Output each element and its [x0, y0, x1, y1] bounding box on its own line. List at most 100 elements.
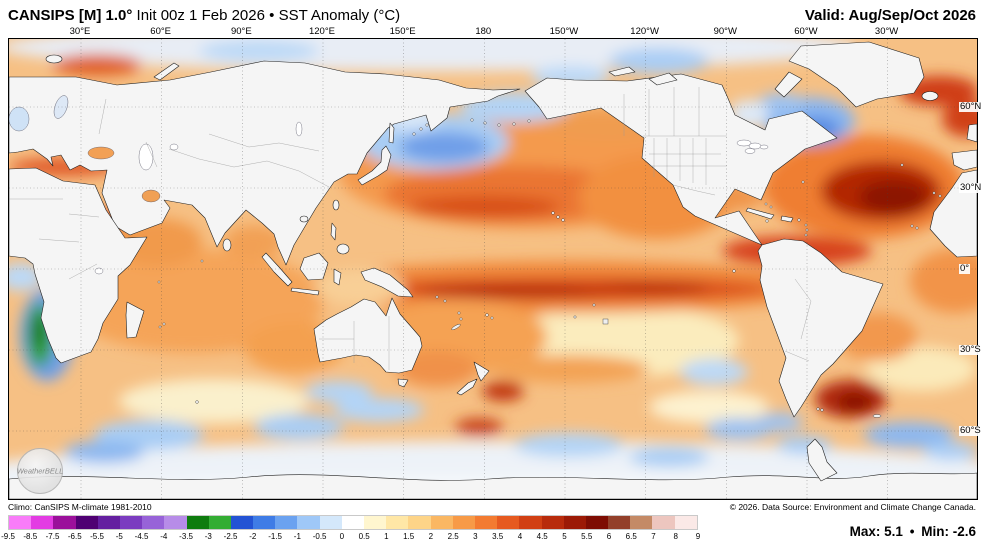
weatherbell-logo: WeatherBELL: [17, 448, 63, 494]
colorbar-tick-label: 7: [651, 532, 656, 541]
colorbar-segment: [408, 516, 431, 529]
lon-label: 60°W: [794, 26, 818, 37]
lon-label: 120°W: [630, 26, 659, 37]
colorbar-segment: [230, 516, 254, 529]
colorbar-segment: [430, 516, 453, 529]
colorbar-segment: [452, 516, 475, 529]
lon-label: 150°W: [549, 26, 579, 37]
colorbar-segment: [386, 516, 409, 529]
valid-value: Aug/Sep/Oct 2026: [848, 7, 976, 24]
north-america: [524, 73, 838, 246]
colorbar-segment: [652, 516, 675, 529]
min-value: -2.6: [952, 524, 976, 539]
valid-label: Valid:: [804, 7, 845, 24]
baffin-island: [774, 71, 803, 98]
max-min-readout: Max: 5.1 • Min: -2.6: [850, 515, 976, 539]
colorbar-segment: [53, 516, 76, 529]
colorbar-segment: [474, 516, 498, 529]
lat-label: 0°: [959, 263, 971, 274]
map-footnotes: Climo: CanSIPS M-climate 1981-2010 © 202…: [8, 502, 976, 512]
colorbar-segment: [142, 516, 165, 529]
lat-label: 60°N: [959, 101, 983, 112]
island-dots: [157, 118, 942, 418]
black-sea: [87, 146, 115, 160]
lon-label: 30°E: [69, 26, 91, 37]
colorbar-segment: [164, 516, 187, 529]
britain-wrap: [966, 123, 977, 143]
new-guinea: [360, 267, 414, 298]
continents: [9, 41, 977, 499]
colorbar-tick-label: 1.5: [403, 532, 415, 541]
colorbar-segment: [297, 516, 320, 529]
colorbar-segment: [674, 516, 697, 529]
new-zealand-south: [456, 378, 478, 396]
java: [290, 287, 320, 296]
lon-label: 90°E: [230, 26, 252, 37]
colorbar-tick-label: -5: [115, 532, 123, 541]
aral-sea: [169, 143, 179, 151]
great-lake: [736, 139, 752, 147]
colorbar-tick-label: 5.5: [581, 532, 593, 541]
colorbar-segment: [563, 516, 586, 529]
tasmania: [397, 378, 409, 388]
svalbard: [45, 54, 63, 64]
colorbar-block: -9.5 -8.5 -7.5 -6.5 -5.5 -5 -4.5 -4 -3.5 -3 -2.5 -2…: [1, 515, 701, 541]
lon-label: 180: [475, 26, 492, 37]
colorbar-segment: [31, 516, 54, 529]
victoria-island: [648, 72, 678, 86]
colorbar-tick-label: -2: [249, 532, 257, 541]
colorbar-tick-label: 4: [517, 532, 523, 541]
sulawesi: [333, 268, 342, 286]
colorbar-segment: [75, 516, 98, 529]
colorbar-segment: [364, 516, 387, 529]
weatherbell-logo-text: WeatherBELL: [16, 466, 64, 476]
climo-note: Climo: CanSIPS M-climate 1981-2010: [8, 502, 152, 512]
australia: [313, 297, 423, 374]
colorbar-segment: [519, 516, 542, 529]
lon-label: 150°E: [389, 26, 416, 37]
colorbar-tick-label: -0.5: [312, 532, 327, 541]
header: CANSIPS [M] 1.0° Init 00z 1 Feb 2026 • S…: [0, 0, 984, 24]
lat-label: 30°S: [959, 344, 982, 355]
map-title: CANSIPS [M] 1.0° Init 00z 1 Feb 2026 • S…: [8, 7, 400, 24]
antarctic-peninsula: [806, 438, 838, 482]
great-lake: [748, 142, 762, 150]
africa: [9, 167, 148, 364]
lakes-and-seas: [9, 95, 769, 275]
init-time: Init 00z 1 Feb 2026: [136, 7, 265, 24]
colorbar-segment: [208, 516, 231, 529]
colorbar-tick-label: 6.5: [625, 532, 637, 541]
colorbar-tick-label: 9: [695, 532, 701, 541]
min-label: Min:: [921, 524, 949, 539]
iberia-wrap: [951, 149, 977, 171]
eurasia: [9, 60, 521, 266]
graticule: [9, 39, 977, 499]
great-lake: [744, 148, 756, 154]
colorbar-tick-label: -3.5: [179, 532, 193, 541]
philippines: [330, 222, 337, 241]
colorbar-tick-label: 5: [562, 532, 567, 541]
colorbar-segment: [97, 516, 120, 529]
south-america: [757, 238, 884, 418]
colorbar-tick-label: 2.5: [447, 532, 459, 541]
hainan: [299, 215, 309, 223]
max-label: Max:: [849, 524, 881, 539]
cuba: [745, 207, 775, 220]
taiwan: [332, 199, 340, 211]
lon-label: 60°E: [150, 26, 172, 37]
sakhalin: [388, 122, 395, 144]
iceland: [921, 91, 939, 101]
admin-borders: [9, 87, 812, 370]
colorbar-tick-label: 0: [339, 532, 345, 541]
colorbar-segment: [341, 516, 364, 529]
baltic-sea: [53, 95, 69, 119]
colorbar-tick-label: -5.5: [90, 532, 104, 541]
map-container: 60°N 30°N 0° 30°S 60°S WeatherBELL: [8, 38, 983, 500]
model-name: CANSIPS [M] 1.0°: [8, 7, 133, 24]
lon-label: 30°W: [874, 26, 899, 37]
colorbar-tick-label: 3.5: [492, 532, 504, 541]
colorbar-tick-label: -9.5: [1, 532, 15, 541]
sumatra: [261, 252, 293, 287]
great-lake: [759, 144, 769, 150]
